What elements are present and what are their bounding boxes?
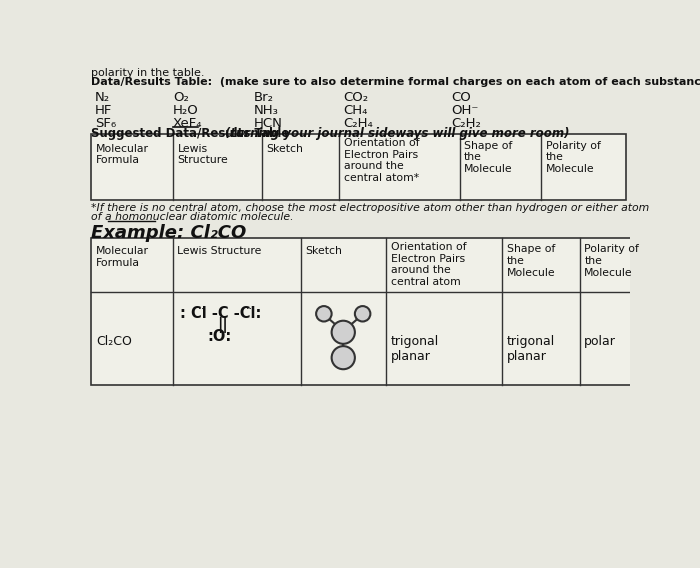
Text: ··: ·· — [197, 304, 204, 314]
Bar — [92, 239, 657, 385]
Text: : Cl -C -Cl:: : Cl -C -Cl: — [181, 306, 262, 321]
Text: Br₂: Br₂ — [254, 91, 274, 105]
Text: O₂: O₂ — [173, 91, 188, 105]
Text: C₂H₄: C₂H₄ — [343, 116, 373, 130]
Text: polarity in the table.: polarity in the table. — [92, 68, 205, 78]
Text: *If there is no central atom, choose the most electropositive atom other than hy: *If there is no central atom, choose the… — [92, 203, 650, 213]
Text: Cl₂CO: Cl₂CO — [96, 335, 132, 348]
Text: SF₆: SF₆ — [95, 116, 116, 130]
Text: Orientation of
Electron Pairs
around the
central atom: Orientation of Electron Pairs around the… — [391, 242, 466, 287]
Text: ··: ·· — [246, 304, 253, 314]
Text: CH₄: CH₄ — [343, 105, 368, 118]
Text: CO: CO — [452, 91, 472, 105]
Text: Molecular
Formula: Molecular Formula — [96, 246, 149, 268]
Text: Shape of
the
Molecule: Shape of the Molecule — [507, 244, 555, 278]
Text: OH⁻: OH⁻ — [452, 105, 479, 118]
Text: XeF₄: XeF₄ — [173, 116, 202, 130]
Text: Lewis Structure: Lewis Structure — [177, 246, 262, 256]
Text: NH₃: NH₃ — [254, 105, 279, 118]
Text: :O:: :O: — [208, 329, 232, 344]
Text: Molecular
Formula: Molecular Formula — [96, 144, 149, 165]
Text: (turning your journal sideways will give more room): (turning your journal sideways will give… — [225, 127, 570, 140]
Text: Sketch: Sketch — [267, 144, 303, 153]
Text: Lewis
Structure: Lewis Structure — [177, 144, 228, 165]
Text: Shape of
the
Molecule: Shape of the Molecule — [464, 140, 513, 174]
Text: Polarity of
the
Molecule: Polarity of the Molecule — [584, 244, 639, 278]
Bar — [92, 135, 626, 200]
Text: CO₂: CO₂ — [343, 91, 368, 105]
Text: C₂H₂: C₂H₂ — [452, 116, 482, 130]
Circle shape — [316, 306, 332, 321]
Text: of a homonuclear diatomic molecule.: of a homonuclear diatomic molecule. — [92, 212, 294, 222]
Text: trigonal
planar: trigonal planar — [507, 335, 555, 364]
Circle shape — [332, 346, 355, 369]
Text: Sketch: Sketch — [305, 246, 342, 256]
Text: HF: HF — [95, 105, 113, 118]
Text: N₂: N₂ — [95, 91, 111, 105]
Text: HCN: HCN — [254, 116, 283, 130]
Text: polar: polar — [584, 335, 616, 348]
Text: ||: || — [217, 317, 228, 333]
Text: H₂O: H₂O — [173, 105, 199, 118]
Text: trigonal
planar: trigonal planar — [391, 335, 439, 364]
Text: Suggested Data/Results Table: Suggested Data/Results Table — [92, 127, 294, 140]
Text: Data/Results Table:  (make sure to also determine formal charges on each atom of: Data/Results Table: (make sure to also d… — [92, 77, 700, 87]
Circle shape — [355, 306, 370, 321]
Text: Example: Cl₂CO: Example: Cl₂CO — [92, 224, 246, 243]
Text: Polarity of
the
Molecule: Polarity of the Molecule — [545, 140, 601, 174]
Circle shape — [332, 321, 355, 344]
Text: Orientation of
Electron Pairs
around the
central atom*: Orientation of Electron Pairs around the… — [344, 138, 420, 183]
